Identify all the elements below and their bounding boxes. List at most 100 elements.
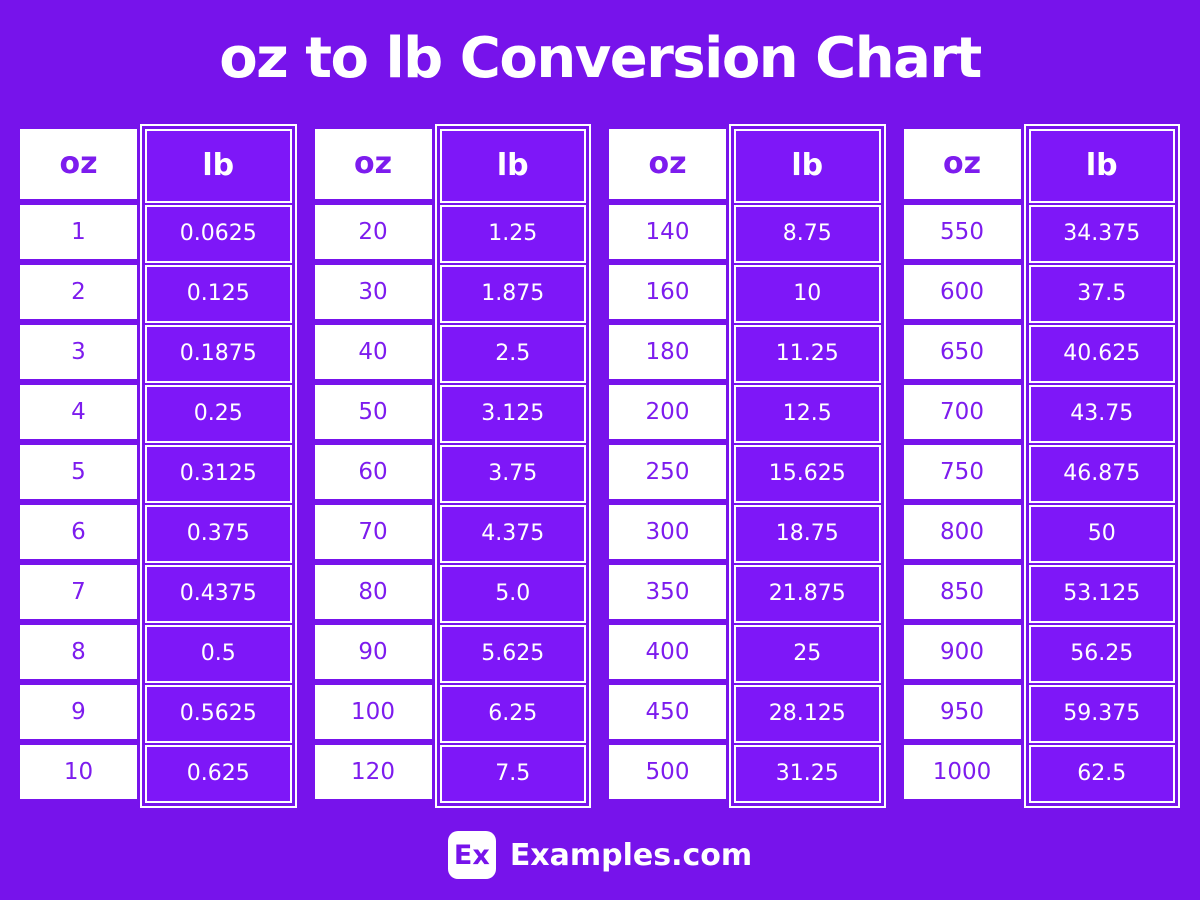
lb-value-cell: 0.125 [145, 265, 292, 323]
oz-value-cell: 50 [314, 385, 432, 439]
lb-value-cell: 0.1875 [145, 325, 292, 383]
oz-value-cell: 350 [609, 565, 726, 619]
oz-value-cell: 180 [609, 325, 726, 379]
lb-column: lb 34.375 37.5 40.625 43.75 46.875 50 53.125 56.… [1023, 124, 1180, 808]
oz-value-cell: 5 [20, 445, 137, 499]
lb-value-cell: 28.125 [734, 685, 881, 743]
lb-value-cell: 31.25 [734, 745, 881, 803]
lb-value-cell: 0.5 [145, 625, 292, 683]
lb-value-cell: 50 [1028, 505, 1175, 563]
lb-value-cell: 21.875 [734, 565, 881, 623]
lb-value-cell: 0.0625 [145, 205, 292, 263]
lb-value-cell: 11.25 [734, 325, 881, 383]
oz-column-header: oz [314, 129, 432, 199]
page-title: oz to lb Conversion Chart [219, 26, 982, 91]
oz-value-cell: 100 [314, 685, 432, 739]
oz-column: oz 140 160 180 200 250 300 350 400 450 500 [609, 129, 726, 799]
lb-value-cell: 37.5 [1028, 265, 1175, 323]
oz-value-cell: 250 [609, 445, 726, 499]
lb-value-cell: 43.75 [1028, 385, 1175, 443]
lb-value-cell: 25 [734, 625, 881, 683]
tables-wrap: oz 1 2 3 4 5 6 7 8 9 10 lb 0.0625 0.125 0.1875 0.25 0.3… [0, 124, 1200, 808]
oz-value-cell: 600 [903, 265, 1021, 319]
oz-value-cell: 8 [20, 625, 137, 679]
lb-value-cell: 0.3125 [145, 445, 292, 503]
lb-value-cell: 0.4375 [145, 565, 292, 623]
oz-value-cell: 60 [314, 445, 432, 499]
oz-value-cell: 800 [903, 505, 1021, 559]
lb-value-cell: 59.375 [1028, 685, 1175, 743]
oz-value-cell: 20 [314, 205, 432, 259]
lb-column: lb 0.0625 0.125 0.1875 0.25 0.3125 0.375 0.4375… [140, 124, 297, 808]
lb-value-cell: 12.5 [734, 385, 881, 443]
lb-value-cell: 10 [734, 265, 881, 323]
lb-value-cell: 6.25 [439, 685, 586, 743]
lb-value-cell: 62.5 [1028, 745, 1175, 803]
conversion-table: oz 1 2 3 4 5 6 7 8 9 10 lb 0.0625 0.125 0.1875 0.25 0.3… [20, 124, 297, 808]
oz-value-cell: 90 [314, 625, 432, 679]
oz-column: oz 20 30 40 50 60 70 80 90 100 120 [314, 129, 432, 799]
lb-value-cell: 40.625 [1028, 325, 1175, 383]
lb-column: lb 1.25 1.875 2.5 3.125 3.75 4.375 5.0 5.625 6.25… [434, 124, 591, 808]
oz-value-cell: 9 [20, 685, 137, 739]
oz-value-cell: 80 [314, 565, 432, 619]
lb-column-header: lb [734, 129, 881, 203]
oz-value-cell: 3 [20, 325, 137, 379]
lb-value-cell: 2.5 [439, 325, 586, 383]
lb-value-cell: 1.875 [439, 265, 586, 323]
oz-value-cell: 4 [20, 385, 137, 439]
lb-column-header: lb [439, 129, 586, 203]
oz-value-cell: 1000 [903, 745, 1021, 799]
lb-value-cell: 3.125 [439, 385, 586, 443]
lb-value-cell: 0.5625 [145, 685, 292, 743]
oz-value-cell: 140 [609, 205, 726, 259]
conversion-table: oz 140 160 180 200 250 300 350 400 450 500 lb 8.75 1… [609, 124, 886, 808]
lb-value-cell: 1.25 [439, 205, 586, 263]
oz-value-cell: 2 [20, 265, 137, 319]
oz-value-cell: 500 [609, 745, 726, 799]
lb-value-cell: 4.375 [439, 505, 586, 563]
lb-value-cell: 5.0 [439, 565, 586, 623]
lb-value-cell: 15.625 [734, 445, 881, 503]
footer: Ex Examples.com [0, 831, 1200, 879]
oz-value-cell: 750 [903, 445, 1021, 499]
lb-value-cell: 8.75 [734, 205, 881, 263]
oz-value-cell: 70 [314, 505, 432, 559]
oz-value-cell: 120 [314, 745, 432, 799]
oz-value-cell: 900 [903, 625, 1021, 679]
lb-value-cell: 53.125 [1028, 565, 1175, 623]
examples-logo-icon: Ex [447, 831, 496, 879]
lb-value-cell: 56.25 [1028, 625, 1175, 683]
oz-value-cell: 300 [609, 505, 726, 559]
oz-column: oz 550 600 650 700 750 800 850 900 950 1000 [903, 129, 1021, 799]
conversion-table: oz 20 30 40 50 60 70 80 90 100 120 lb 1.25 1.875 2.5 3… [314, 124, 591, 808]
conversion-table: oz 550 600 650 700 750 800 850 900 950 1000 lb 34.3… [903, 124, 1180, 808]
oz-value-cell: 6 [20, 505, 137, 559]
oz-value-cell: 160 [609, 265, 726, 319]
lb-value-cell: 3.75 [439, 445, 586, 503]
lb-column: lb 8.75 10 11.25 12.5 15.625 18.75 21.875 25 28.1… [729, 124, 886, 808]
lb-value-cell: 46.875 [1028, 445, 1175, 503]
lb-value-cell: 0.625 [145, 745, 292, 803]
oz-column-header: oz [903, 129, 1021, 199]
oz-value-cell: 700 [903, 385, 1021, 439]
lb-value-cell: 5.625 [439, 625, 586, 683]
lb-value-cell: 0.25 [145, 385, 292, 443]
lb-value-cell: 34.375 [1028, 205, 1175, 263]
oz-value-cell: 650 [903, 325, 1021, 379]
oz-value-cell: 850 [903, 565, 1021, 619]
oz-column-header: oz [609, 129, 726, 199]
lb-value-cell: 0.375 [145, 505, 292, 563]
oz-value-cell: 1 [20, 205, 137, 259]
oz-value-cell: 550 [903, 205, 1021, 259]
oz-value-cell: 400 [609, 625, 726, 679]
lb-value-cell: 7.5 [439, 745, 586, 803]
site-name: Examples.com [509, 837, 753, 873]
oz-value-cell: 450 [609, 685, 726, 739]
oz-column: oz 1 2 3 4 5 6 7 8 9 10 [20, 129, 137, 799]
oz-value-cell: 40 [314, 325, 432, 379]
lb-column-header: lb [1028, 129, 1175, 203]
oz-value-cell: 10 [20, 745, 137, 799]
oz-value-cell: 950 [903, 685, 1021, 739]
lb-value-cell: 18.75 [734, 505, 881, 563]
